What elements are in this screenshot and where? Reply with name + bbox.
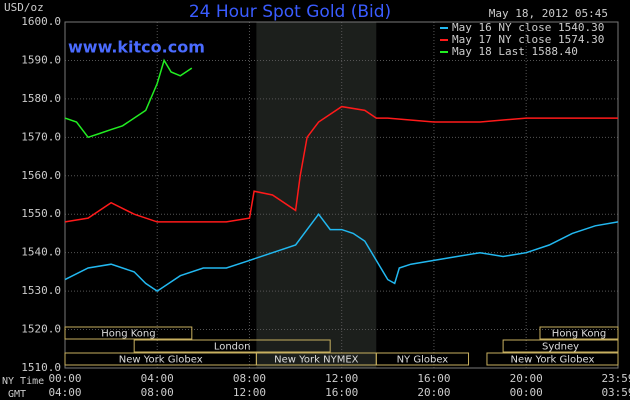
session-label: NY Globex	[397, 355, 449, 366]
x2-tick-label: 16:00	[325, 386, 358, 399]
session-box	[375, 352, 470, 366]
x-tick-label: 16:00	[417, 372, 450, 385]
y-tick-label: 1600.0	[21, 15, 61, 28]
legend-label: May 16 NY close 1540.30	[452, 21, 604, 34]
session-label: Hong Kong	[552, 329, 606, 340]
legend-label: May 17 NY close 1574.30	[452, 33, 604, 46]
x2-tick-label: 20:00	[417, 386, 450, 399]
plot-frame	[64, 21, 619, 369]
chart-title: 24 Hour Spot Gold (Bid)	[189, 2, 391, 22]
price-line	[64, 212, 619, 293]
y-tick-label: 1590.0	[21, 53, 61, 66]
x2-tick-label: 12:00	[233, 386, 266, 399]
y-tick-label: 1550.0	[21, 207, 61, 220]
y-tick-label: 1580.0	[21, 92, 61, 105]
x2-tick-label: 08:00	[141, 386, 174, 399]
session-box	[64, 326, 193, 340]
y-axis-label: USD/oz	[4, 1, 44, 14]
y-tick-label: 1570.0	[21, 130, 61, 143]
x2-axis-label: GMT	[8, 389, 26, 400]
x-tick-label: 12:00	[325, 372, 358, 385]
session-box	[502, 339, 619, 353]
x-axis-label: NY Time	[2, 376, 44, 387]
y-tick-label: 1520.0	[21, 323, 61, 336]
session-label: New York Globex	[511, 355, 595, 366]
y-tick-label: 1560.0	[21, 169, 61, 182]
x2-tick-label: 00:00	[510, 386, 543, 399]
legend-label: May 18 Last 1588.40	[452, 45, 578, 58]
price-line	[64, 58, 193, 139]
session-label: New York Globex	[119, 355, 203, 366]
session-box	[486, 352, 619, 366]
session-box	[539, 326, 619, 340]
x-tick-label: 23:59	[601, 372, 630, 385]
price-line	[64, 105, 618, 223]
y-tick-label: 1510.0	[21, 361, 61, 374]
session-label: New York NYMEX	[274, 355, 359, 366]
x-tick-label: 04:00	[141, 372, 174, 385]
y-tick-label: 1530.0	[21, 284, 61, 297]
session-label: London	[214, 342, 251, 353]
session-box	[133, 339, 331, 353]
session-label: Hong Kong	[101, 329, 155, 340]
x2-tick-label: 04:00	[48, 386, 81, 399]
x-tick-label: 00:00	[48, 372, 81, 385]
timestamp: May 18, 2012 05:45	[489, 7, 608, 20]
x-tick-label: 20:00	[510, 372, 543, 385]
y-tick-label: 1540.0	[21, 246, 61, 259]
x2-tick-label: 03:59	[601, 386, 630, 399]
session-label: Sydney	[542, 342, 579, 353]
watermark: www.kitco.com	[68, 38, 205, 57]
x-tick-label: 08:00	[233, 372, 266, 385]
nymex-highlight	[256, 22, 377, 368]
